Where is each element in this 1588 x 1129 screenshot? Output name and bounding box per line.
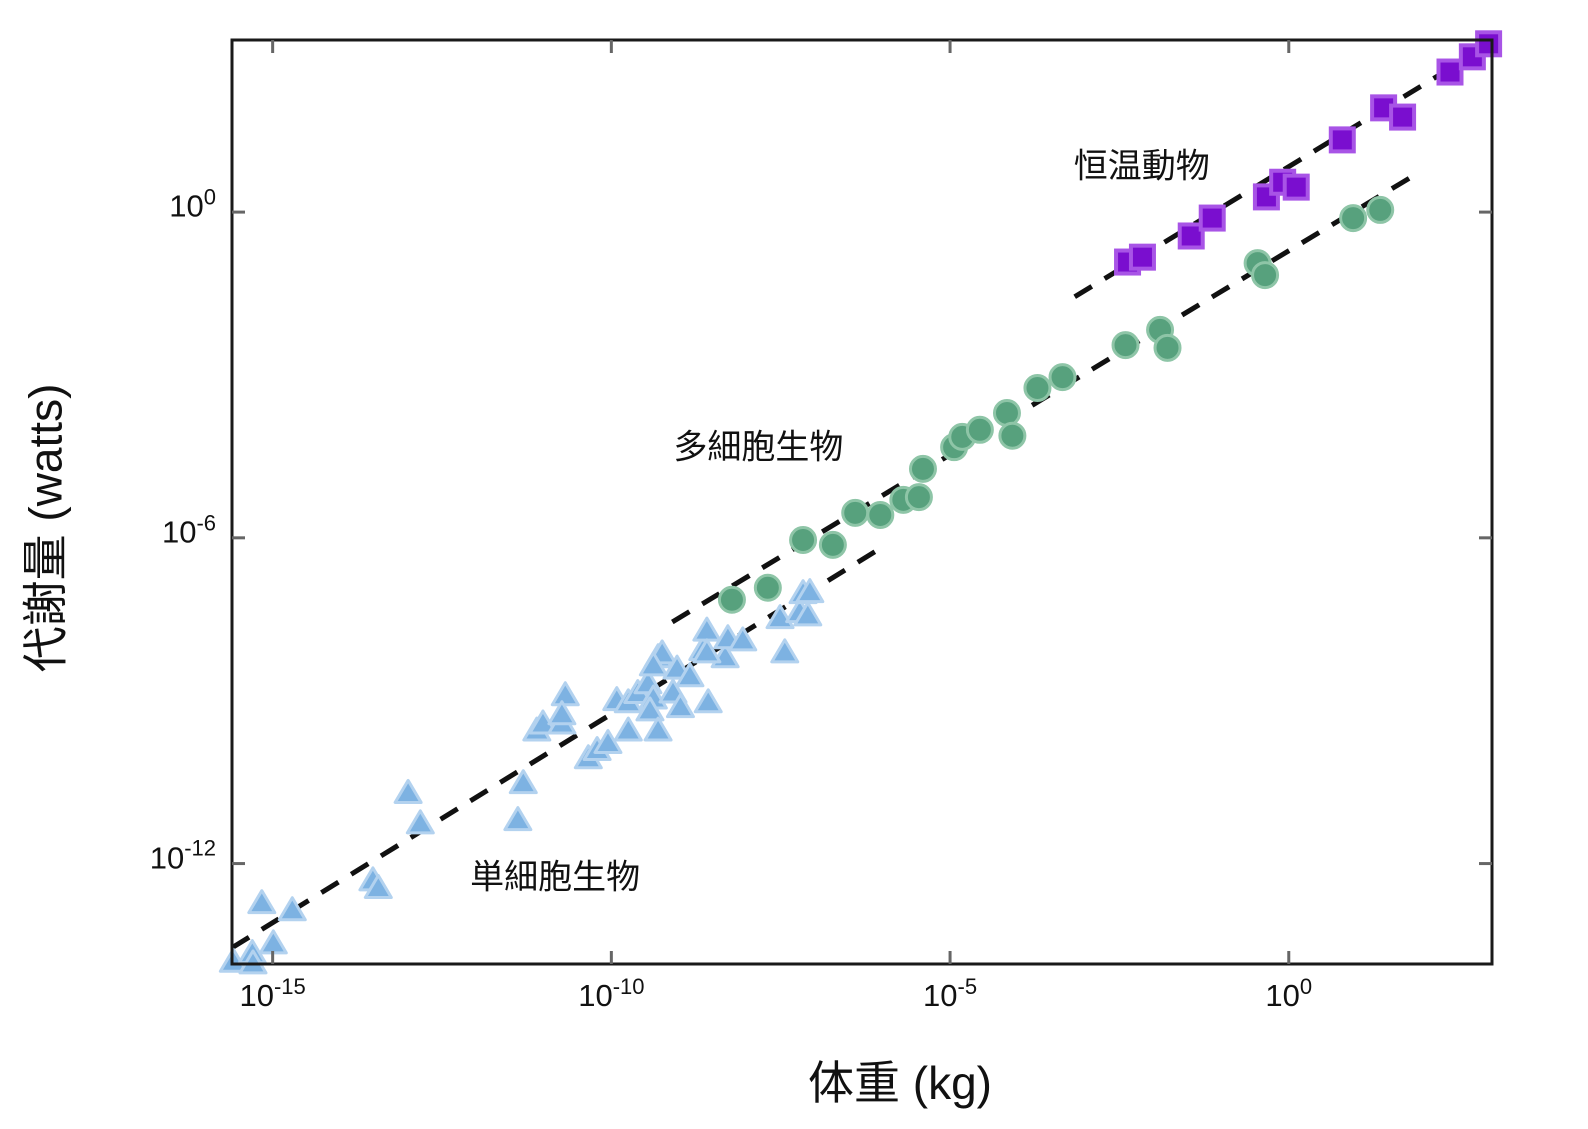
data-point-unicellular: [238, 949, 268, 975]
data-point-unicellular: [550, 681, 580, 707]
data-point-unicellular: [613, 716, 643, 742]
data-point-unicellular: [638, 651, 668, 677]
data-point-unicellular: [643, 716, 673, 742]
data-point-multicellular: [866, 501, 895, 530]
data-point-unicellular: [728, 626, 758, 652]
data-point-homeotherm: [1436, 58, 1464, 86]
data-point-multicellular: [1251, 261, 1280, 290]
data-point-multicellular: [753, 573, 782, 602]
group-label-unicellular: 単細胞生物: [470, 857, 641, 896]
data-point-multicellular: [789, 526, 818, 555]
y-tick-label: 100: [169, 184, 216, 224]
fit-line-0: [230, 548, 878, 950]
data-point-unicellular: [593, 729, 623, 755]
data-point-unicellular: [547, 700, 577, 726]
data-point-unicellular: [405, 809, 435, 835]
data-point-multicellular: [1339, 204, 1368, 233]
data-point-unicellular: [693, 688, 723, 714]
data-point-unicellular: [793, 601, 823, 627]
data-point-multicellular: [1153, 333, 1182, 362]
data-point-unicellular: [635, 696, 665, 722]
data-point-multicellular: [1023, 373, 1052, 402]
data-point-unicellular: [363, 873, 393, 899]
data-point-unicellular: [795, 578, 825, 604]
data-point-unicellular: [770, 638, 800, 664]
y-tick-label: 10-6: [161, 510, 216, 550]
data-point-multicellular: [1048, 363, 1077, 392]
data-point-multicellular: [717, 585, 746, 614]
y-tick-label: 10-12: [149, 835, 216, 876]
data-point-multicellular: [818, 530, 847, 559]
data-point-multicellular: [904, 483, 933, 512]
data-point-homeotherm: [1198, 204, 1226, 232]
group-label-homeotherm: 恒温動物: [1073, 147, 1210, 186]
data-point-homeotherm: [1328, 126, 1356, 154]
data-point-unicellular: [692, 638, 722, 664]
data-point-unicellular: [503, 806, 533, 832]
data-point-multicellular: [841, 498, 870, 527]
x-tick-label: 10-10: [578, 973, 645, 1013]
data-point-unicellular: [393, 778, 423, 804]
y-axis-title: 代謝量 (watts): [19, 383, 72, 673]
data-point-homeotherm: [1475, 30, 1503, 58]
x-axis-title: 体重 (kg): [808, 1057, 992, 1109]
data-point-unicellular: [675, 662, 705, 688]
data-point-multicellular: [1111, 331, 1140, 360]
data-point-multicellular: [1366, 195, 1395, 224]
data-point-homeotherm: [1128, 243, 1156, 271]
data-point-unicellular: [247, 889, 277, 915]
data-point-homeotherm: [1177, 222, 1205, 250]
data-point-homeotherm: [1389, 103, 1417, 131]
x-tick-label: 10-15: [239, 973, 306, 1013]
x-tick-label: 100: [1265, 973, 1313, 1013]
data-point-multicellular: [992, 398, 1021, 427]
data-point-multicellular: [908, 454, 937, 483]
data-point-unicellular: [508, 769, 538, 795]
data-point-unicellular: [258, 929, 288, 955]
x-tick-label: 10-5: [923, 973, 978, 1013]
data-point-multicellular: [998, 421, 1027, 450]
data-point-unicellular: [277, 896, 307, 922]
group-label-multicellular: 多細胞生物: [673, 428, 844, 467]
data-point-unicellular: [692, 616, 722, 642]
data-point-unicellular: [665, 693, 695, 719]
data-point-multicellular: [965, 415, 994, 444]
data-point-homeotherm: [1282, 173, 1310, 201]
plot-frame: [230, 38, 1494, 966]
